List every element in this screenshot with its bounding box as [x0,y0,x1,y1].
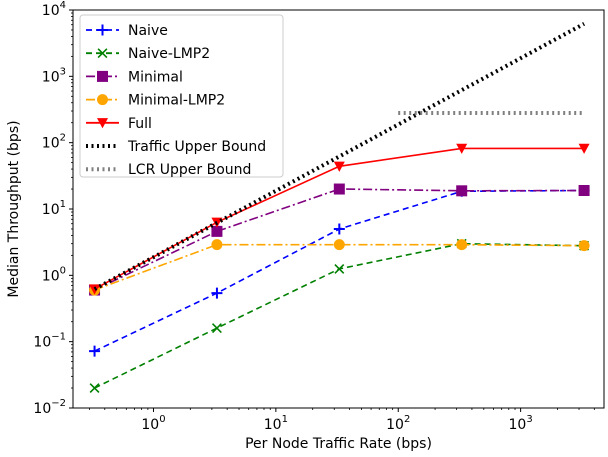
legend-entry: Minimal [86,69,183,85]
data-point [211,239,223,251]
legend-label: Naive [128,23,168,39]
tick-label-y-1000: 103 [42,66,66,85]
tick-label-y-100: 102 [42,133,66,152]
tick-label-y-1: 100 [42,265,66,284]
data-point [456,239,468,251]
tick-label-x-1: 100 [141,414,165,433]
data-point [456,143,468,154]
series-line [94,243,585,291]
legend-entry: Traffic Upper Bound [86,139,266,155]
series-line [93,22,586,291]
plot-area [89,22,590,393]
data-point [333,183,345,195]
legend-label: LCR Upper Bound [128,162,251,178]
series-line [94,189,585,352]
data-point [89,383,100,393]
series-traffic-upper-bound [93,22,586,291]
data-point [89,284,101,295]
data-point [578,185,590,197]
tick-label-y-0.1: 10−1 [33,332,66,351]
legend-entry: Naive [86,23,168,39]
data-point [456,185,468,197]
data-point [578,240,590,252]
tick-label-x-100: 102 [386,414,410,433]
tick-label-x-1000: 103 [509,414,533,433]
legend-label: Minimal [128,69,183,85]
legend-entry: Full [86,116,152,132]
legend-entry: Naive-LMP2 [86,46,210,62]
legend-label: Naive-LMP2 [128,46,210,62]
legend-marker [97,70,108,82]
legend-entry: Minimal-LMP2 [86,93,225,109]
y-axis-label: Median Throughput (bps) [6,120,22,297]
data-point [211,287,223,299]
tick-label-y-10000: 104 [42,0,66,19]
data-point [333,239,345,251]
legend-marker [97,48,108,59]
data-point [211,225,223,237]
legend-label: Minimal-LMP2 [128,93,225,109]
legend-box [79,14,284,178]
x-axis-label: Per Node Traffic Rate (bps) [245,436,432,452]
data-point [333,223,345,235]
legend-marker [97,118,108,129]
legend-marker [97,94,108,106]
data-point [334,263,345,274]
series-naive-lmp2 [89,238,590,393]
axis-ticks: 100 101 102 103 10−2 10−1 100 101 102 103 104 [33,0,595,433]
legend-label: Traffic Upper Bound [127,139,266,155]
series-minimal-lmp2 [89,239,590,296]
legend-label: Full [128,116,152,132]
data-point [578,143,590,154]
legend-entry: LCR Upper Bound [86,162,251,178]
tick-label-y-10: 101 [42,199,66,218]
legend: Naive Naive-LMP2 Minimal Minimal-LMP2 Full Tr… [79,14,284,178]
series-naive [89,185,590,357]
tick-label-x-10: 101 [264,414,288,433]
legend-marker [97,24,108,36]
data-point [89,345,101,357]
data-point [211,323,222,334]
series-full [89,143,590,295]
data-point [333,161,345,172]
series-line [94,188,585,291]
tick-label-y-0.01: 10−2 [33,398,66,417]
